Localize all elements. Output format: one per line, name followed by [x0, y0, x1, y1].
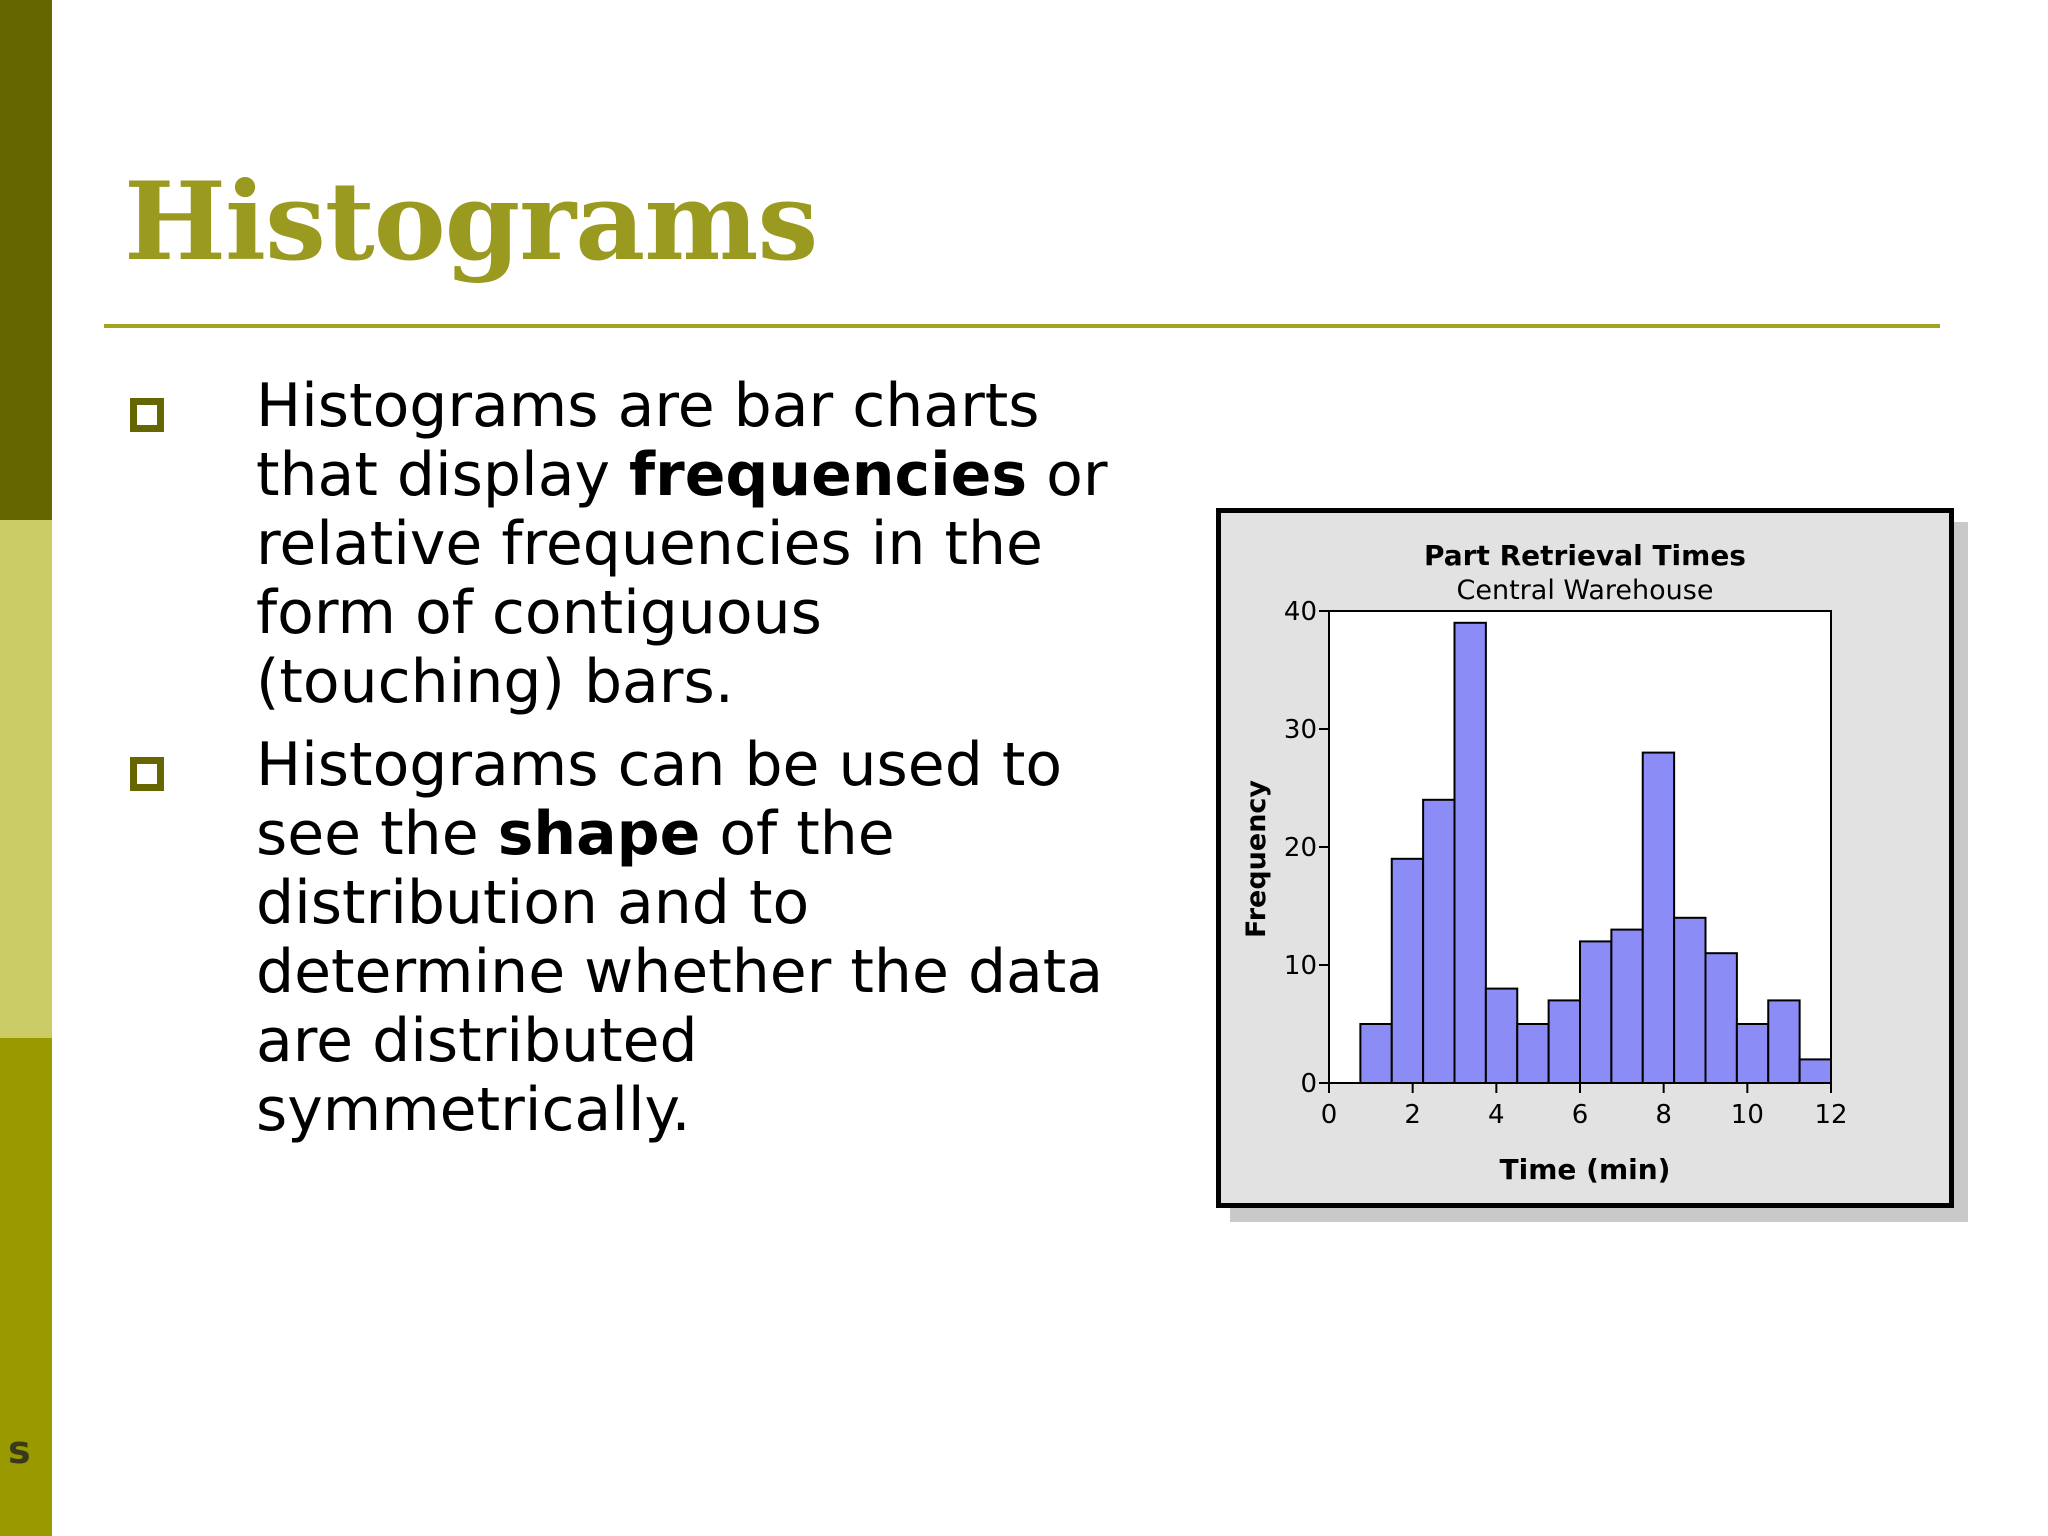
histogram-bar [1798, 1058, 1832, 1085]
histogram-bar [1484, 987, 1519, 1085]
x-tick-label: 6 [1572, 1100, 1589, 1130]
x-tick-label: 0 [1321, 1100, 1338, 1130]
sidebar-segment-light [0, 520, 52, 1038]
bullet-text-1-keyword: frequencies [629, 440, 1028, 510]
bullet-text-1-part-1: Histograms are bar charts that display [256, 371, 1040, 510]
x-tick-label: 2 [1404, 1100, 1421, 1130]
x-tick-label: 8 [1655, 1100, 1672, 1130]
corner-mark: s [8, 1428, 31, 1472]
histogram-figure: Part Retrieval Times Central Warehouse F… [1216, 508, 1954, 1208]
y-tick-label: 40 [1284, 597, 1317, 627]
bullet-text-2-keyword: shape [497, 799, 701, 869]
histogram-bar [1735, 1023, 1770, 1084]
y-tick-label: 0 [1300, 1069, 1317, 1099]
histogram-bar [1453, 621, 1487, 1085]
x-axis-label: Time (min) [1500, 1153, 1671, 1186]
sidebar-segment-dark [0, 0, 52, 520]
bullet-text-2-part-3: of the distribution and to determine whe… [256, 799, 1104, 1145]
sidebar-segment-mid [0, 1038, 52, 1536]
histogram-bar [1704, 952, 1738, 1085]
bullet-item-1: Histograms are bar charts that display f… [128, 372, 1128, 717]
bullet-list: Histograms are bar charts that display f… [128, 372, 1128, 1159]
histogram-bar [1390, 857, 1425, 1084]
chart-title: Part Retrieval Times [1424, 539, 1746, 572]
hollow-square-bullet-icon [130, 398, 164, 432]
bullet-text-2-part-1: Histograms can be used to see the [256, 730, 1063, 869]
hollow-square-bullet-icon [130, 757, 164, 791]
bullet-item-2: Histograms can be used to see the shape … [128, 731, 1128, 1145]
y-axis-label: Frequency [1241, 780, 1272, 938]
y-tick-label: 10 [1284, 951, 1317, 981]
sidebar-decoration [0, 0, 52, 1536]
histogram-chart: Part Retrieval Times Central Warehouse F… [1241, 539, 1848, 1186]
y-tick-label: 30 [1284, 715, 1317, 745]
histogram-bar [1359, 1023, 1393, 1084]
y-tick-label: 20 [1284, 833, 1317, 863]
histogram-bar [1610, 928, 1644, 1084]
histogram-bar [1422, 798, 1456, 1084]
histogram-bar [1516, 1023, 1550, 1084]
x-tick-label: 4 [1488, 1100, 1505, 1130]
bullet-text-1-part-3: or relative frequencies in the form of c… [256, 440, 1108, 717]
histogram-bar [1767, 999, 1801, 1084]
chart-subtitle: Central Warehouse [1457, 575, 1714, 606]
page-title: Histograms [124, 159, 818, 285]
histogram-bar [1641, 751, 1676, 1084]
title-divider [104, 324, 1940, 328]
histogram-bar [1547, 999, 1581, 1084]
x-tick-label: 10 [1731, 1100, 1764, 1130]
histogram-bar [1673, 916, 1707, 1084]
x-tick-label: 12 [1814, 1100, 1847, 1130]
histogram-bar [1579, 940, 1613, 1084]
